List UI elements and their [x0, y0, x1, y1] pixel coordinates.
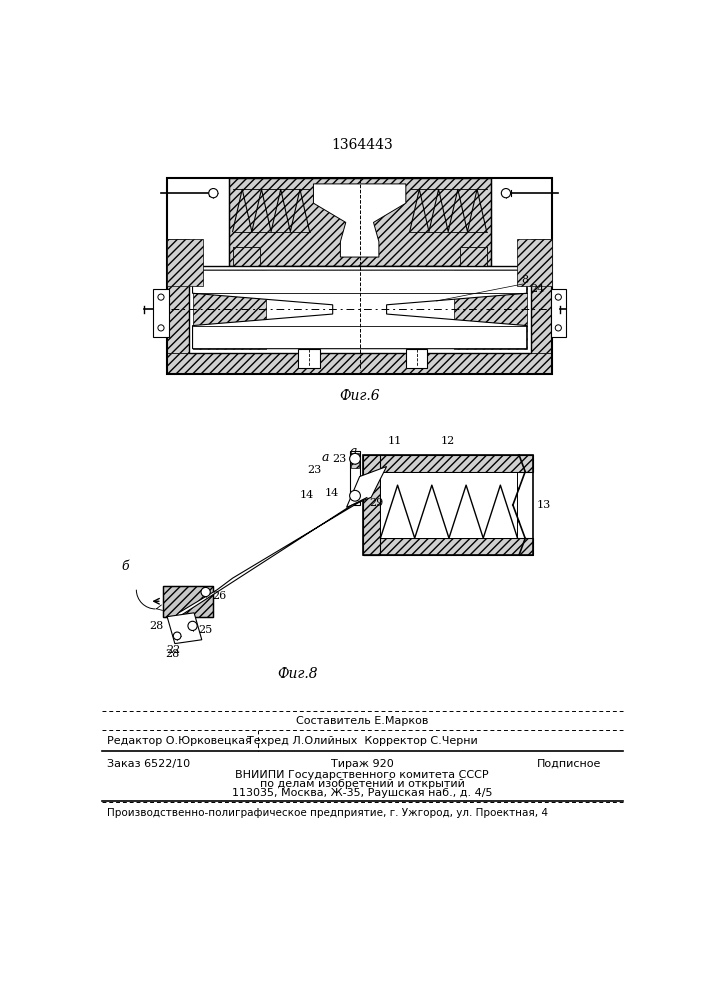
- Text: 29: 29: [370, 498, 384, 508]
- Text: Производственно-полиграфическое предприятие, г. Ужгород, ул. Проектная, 4: Производственно-полиграфическое предприя…: [107, 808, 548, 818]
- Bar: [517, 239, 552, 286]
- Text: Тираж 920: Тираж 920: [331, 759, 393, 769]
- Bar: [454, 270, 527, 349]
- Text: 26: 26: [212, 591, 226, 601]
- Bar: [189, 266, 530, 353]
- Bar: [167, 239, 189, 353]
- Circle shape: [158, 325, 164, 331]
- Text: 113035, Москва, Ж-35, Раушская наб., д. 4/5: 113035, Москва, Ж-35, Раушская наб., д. …: [232, 788, 492, 798]
- Bar: [233, 247, 259, 266]
- Text: Фиг.6: Фиг.6: [339, 389, 380, 403]
- Text: 12: 12: [441, 436, 455, 446]
- Bar: [298, 349, 320, 368]
- Circle shape: [555, 294, 561, 300]
- Circle shape: [201, 587, 210, 597]
- Text: 23: 23: [333, 454, 347, 464]
- Text: Заказ 6522/10: Заказ 6522/10: [107, 759, 190, 769]
- Bar: [380, 472, 518, 538]
- Bar: [460, 247, 486, 266]
- Text: 13: 13: [537, 500, 551, 510]
- Polygon shape: [192, 270, 527, 349]
- Bar: [233, 247, 259, 266]
- Polygon shape: [167, 613, 201, 644]
- Bar: [229, 178, 491, 266]
- Bar: [530, 239, 552, 353]
- Polygon shape: [346, 466, 387, 507]
- Bar: [167, 178, 552, 374]
- Text: Подписное: Подписное: [537, 759, 601, 769]
- Text: Фиг.8: Фиг.8: [278, 667, 318, 681]
- Text: 28: 28: [165, 649, 179, 659]
- Bar: [167, 353, 552, 374]
- Text: 8: 8: [521, 275, 528, 285]
- Text: Составитель Е.Марков: Составитель Е.Марков: [296, 716, 428, 726]
- Text: 28: 28: [149, 621, 164, 631]
- Circle shape: [555, 325, 561, 331]
- Bar: [192, 270, 266, 349]
- Bar: [551, 289, 566, 337]
- Text: 22: 22: [166, 645, 180, 655]
- Text: Техред Л.Олийных  Корректор С.Черни: Техред Л.Олийных Корректор С.Черни: [247, 736, 477, 746]
- Text: 25: 25: [199, 625, 213, 635]
- Circle shape: [501, 189, 510, 198]
- Text: 11: 11: [387, 436, 402, 446]
- Bar: [363, 538, 533, 555]
- Bar: [229, 178, 491, 266]
- Polygon shape: [170, 497, 368, 623]
- Bar: [167, 178, 552, 374]
- Bar: [363, 455, 380, 555]
- Text: 14: 14: [299, 490, 313, 500]
- Bar: [167, 239, 203, 286]
- Circle shape: [350, 453, 361, 464]
- Bar: [406, 349, 428, 368]
- Text: 23: 23: [307, 465, 321, 475]
- Text: по делам изобретений и открытий: по делам изобретений и открытий: [259, 779, 464, 789]
- Text: ВНИИПИ Государственного комитета СССР: ВНИИПИ Государственного комитета СССР: [235, 770, 489, 780]
- Text: а: а: [322, 451, 329, 464]
- Bar: [351, 453, 359, 468]
- Circle shape: [188, 621, 197, 631]
- Bar: [350, 451, 361, 505]
- Text: 1364443: 1364443: [331, 138, 393, 152]
- Circle shape: [209, 189, 218, 198]
- Circle shape: [173, 632, 181, 640]
- Bar: [363, 455, 533, 555]
- Text: а: а: [350, 445, 357, 458]
- Circle shape: [350, 490, 361, 501]
- Bar: [460, 247, 486, 266]
- Text: 14: 14: [325, 488, 339, 498]
- Text: б: б: [121, 560, 129, 573]
- Bar: [363, 455, 533, 472]
- Bar: [153, 289, 169, 337]
- Text: Редактор О.Юрковецкая: Редактор О.Юрковецкая: [107, 736, 252, 746]
- Bar: [163, 586, 214, 617]
- Polygon shape: [313, 184, 406, 257]
- Text: 24: 24: [530, 284, 545, 294]
- Circle shape: [158, 294, 164, 300]
- Bar: [163, 586, 214, 617]
